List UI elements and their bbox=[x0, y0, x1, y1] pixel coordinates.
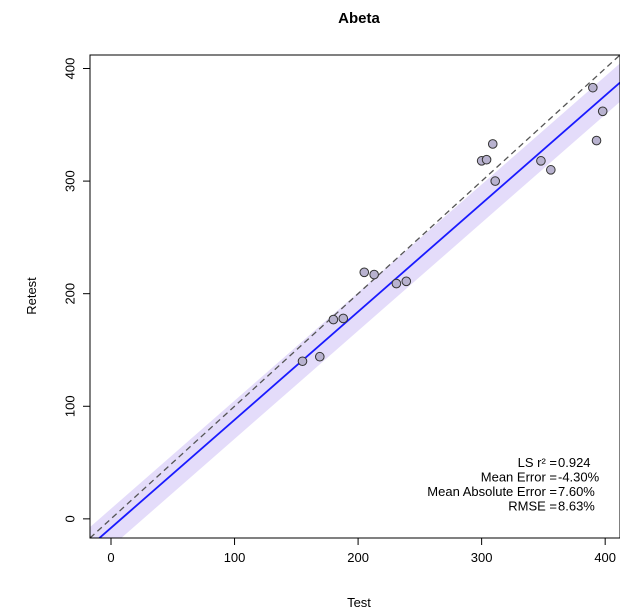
stat-label: Mean Error = bbox=[481, 470, 557, 485]
confidence-band bbox=[90, 63, 620, 538]
data-point bbox=[359, 267, 370, 278]
stat-label: Mean Absolute Error = bbox=[427, 484, 557, 499]
data-point bbox=[487, 139, 498, 149]
data-point bbox=[588, 82, 598, 93]
data-point bbox=[536, 156, 546, 166]
data-point bbox=[338, 313, 349, 324]
stat-label: LS r² = bbox=[518, 455, 557, 470]
x-tick-label: 300 bbox=[471, 550, 493, 565]
plot-frame bbox=[89, 54, 620, 539]
data-point bbox=[297, 356, 308, 367]
data-point bbox=[591, 135, 602, 146]
stat-label: RMSE = bbox=[508, 499, 557, 514]
y-tick-label: 0 bbox=[62, 515, 77, 522]
data-point bbox=[391, 278, 402, 289]
x-axis-label: Test bbox=[347, 595, 371, 610]
x-tick-label: 400 bbox=[594, 550, 616, 565]
y-axis-ticks: 0 100 200 300 400 bbox=[62, 58, 90, 522]
y-tick-label: 100 bbox=[62, 395, 77, 417]
plot-inner bbox=[90, 55, 620, 538]
chart-title: Abeta bbox=[338, 10, 380, 27]
data-point bbox=[597, 106, 608, 117]
data-point bbox=[401, 276, 412, 287]
data-point bbox=[546, 165, 556, 175]
stat-value: -4.30% bbox=[558, 470, 600, 485]
data-point bbox=[314, 351, 325, 362]
plot-area bbox=[89, 54, 620, 539]
stat-value: 7.60% bbox=[558, 484, 595, 499]
y-axis-label: Retest bbox=[24, 277, 39, 315]
data-point bbox=[369, 269, 379, 280]
y-tick-label: 400 bbox=[62, 58, 77, 80]
data-point bbox=[490, 176, 501, 186]
x-tick-label: 200 bbox=[347, 550, 369, 565]
stat-value: 8.63% bbox=[558, 499, 595, 514]
y-tick-label: 300 bbox=[62, 170, 77, 192]
data-point bbox=[328, 314, 339, 325]
stat-value: 0.924 bbox=[558, 455, 591, 470]
x-tick-label: 0 bbox=[107, 550, 114, 565]
x-tick-label: 100 bbox=[224, 550, 246, 565]
x-axis-ticks: 0 100 200 300 400 bbox=[107, 538, 616, 565]
y-tick-label: 200 bbox=[62, 283, 77, 305]
data-point bbox=[481, 154, 492, 165]
regression-line bbox=[98, 81, 620, 538]
